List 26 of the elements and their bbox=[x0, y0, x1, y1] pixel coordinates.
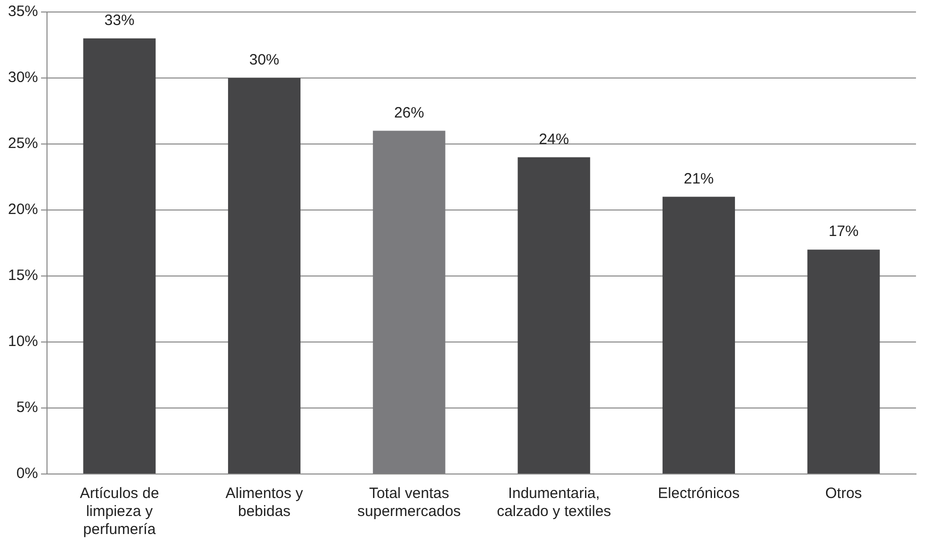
data-label: 30% bbox=[249, 52, 280, 69]
x-tick-label: Artículos de limpieza y perfumería bbox=[80, 485, 160, 538]
bar bbox=[228, 78, 300, 474]
bar bbox=[662, 196, 735, 474]
bar bbox=[372, 130, 446, 474]
data-label: 21% bbox=[684, 170, 714, 188]
x-tick-label: Alimentos y bebidas bbox=[226, 485, 304, 520]
y-tick-label: 15% bbox=[8, 267, 38, 284]
data-label: 26% bbox=[394, 104, 424, 122]
y-tick-label: 5% bbox=[16, 399, 38, 416]
x-tick-label: Indumentaria, calzado y textiles bbox=[496, 485, 612, 520]
y-tick-label: 35% bbox=[8, 3, 38, 20]
bar bbox=[807, 250, 880, 474]
y-tick-label: 0% bbox=[16, 465, 38, 482]
data-label: 33% bbox=[104, 12, 134, 30]
x-tick-label: Electrónicos bbox=[658, 485, 740, 502]
data-label: 17% bbox=[828, 223, 859, 240]
bar bbox=[518, 157, 590, 474]
y-tick-label: 30% bbox=[8, 69, 38, 86]
x-tick-label: Total ventas supermercados bbox=[357, 485, 461, 520]
y-tick-label: 10% bbox=[8, 333, 38, 350]
x-tick-label: Otros bbox=[825, 485, 862, 502]
y-tick-label: 20% bbox=[8, 201, 38, 218]
y-tick-label: 25% bbox=[8, 135, 38, 152]
data-label: 24% bbox=[538, 130, 569, 148]
bar bbox=[83, 38, 156, 474]
